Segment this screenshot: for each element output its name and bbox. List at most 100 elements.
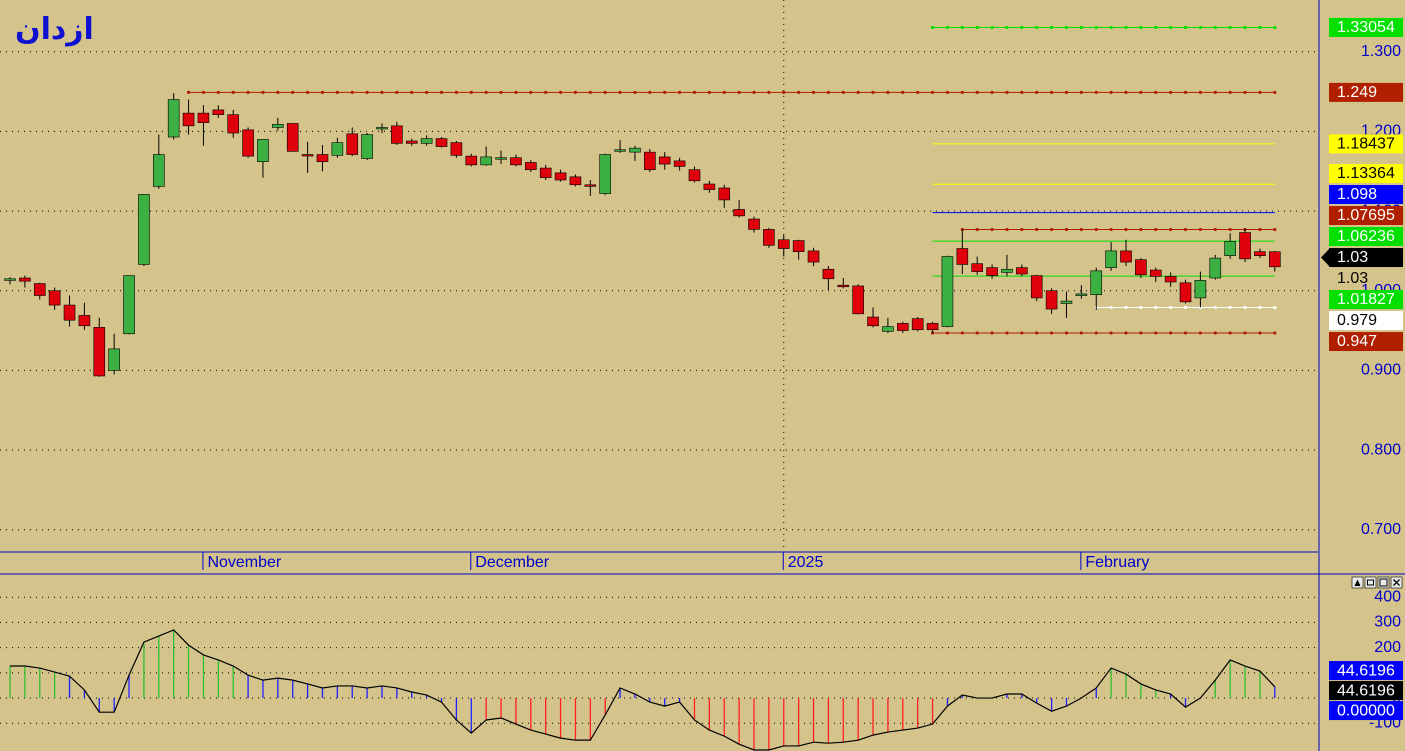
button[interactable] (1377, 576, 1390, 589)
candle-body (1135, 259, 1147, 276)
candle-body (227, 114, 239, 134)
candle-body (1060, 300, 1073, 304)
candle-body (1254, 251, 1266, 256)
button[interactable] (1364, 576, 1377, 589)
y-tick-label: 0.800 (1361, 441, 1401, 458)
candle-body (599, 154, 612, 194)
candle-body (510, 157, 522, 166)
candle-body (450, 142, 463, 156)
candle-body (242, 129, 254, 157)
candle-body (197, 112, 210, 123)
price-label: 1.03 (1337, 270, 1368, 287)
y-tick-label: 400 (1374, 588, 1401, 605)
price-arrow (1321, 248, 1330, 268)
price-label: 1.098 (1337, 186, 1377, 203)
candle-body (272, 123, 284, 128)
candle-body (48, 290, 61, 306)
candle-body (182, 112, 195, 127)
candle-body (1001, 268, 1013, 273)
candle-body (837, 284, 850, 288)
candle-body (956, 248, 969, 265)
y-tick-label: 0.700 (1361, 521, 1401, 538)
y-tick-label: 0.900 (1361, 362, 1401, 379)
candle-body (1224, 241, 1236, 256)
candle-body (212, 109, 225, 116)
osc-line (10, 629, 1276, 751)
candle-body (867, 316, 879, 327)
candle-body (703, 183, 716, 190)
x-tick-label: November (207, 554, 281, 571)
price-box (1329, 227, 1403, 247)
candle-body (123, 275, 135, 335)
button-icon (1379, 578, 1388, 587)
candle-body (1016, 267, 1028, 275)
price-box (1329, 82, 1403, 102)
price-label: 44.6196 (1337, 682, 1395, 699)
candle-body (554, 172, 567, 181)
candle-body (391, 125, 403, 144)
candle-body (153, 154, 165, 187)
y-tick-label: 300 (1374, 614, 1401, 631)
price-box (1329, 661, 1403, 681)
candle-body (93, 327, 106, 377)
candle-body (480, 156, 492, 166)
candle-body (584, 184, 597, 187)
x-tick-label: February (1085, 554, 1149, 571)
candle-body (718, 187, 731, 201)
button-icon (1367, 579, 1374, 586)
price-box (1329, 185, 1403, 205)
candle-body (33, 283, 46, 296)
y-tick-label: 200 (1374, 639, 1401, 656)
candle-body (658, 156, 671, 165)
price-label: 1.13364 (1337, 165, 1395, 182)
candle-body (465, 155, 478, 166)
candle-body (361, 134, 373, 159)
candle-body (1105, 250, 1117, 268)
candle-body (346, 133, 359, 155)
button-icon (1354, 579, 1361, 586)
price-box (1329, 290, 1403, 310)
price-label: 1.18437 (1337, 136, 1395, 153)
candle-body (1090, 270, 1103, 296)
candle-body (986, 267, 998, 276)
price-label: 0.979 (1337, 312, 1377, 329)
candle-body (1209, 257, 1222, 279)
x-tick-label: 2025 (788, 554, 824, 571)
candle-body (301, 154, 314, 157)
candle-body (882, 326, 894, 332)
price-box (1329, 681, 1403, 701)
candle-body (748, 218, 760, 230)
candle-body (644, 151, 656, 170)
price-label: 1.33054 (1337, 19, 1395, 36)
candle-body (1075, 293, 1088, 296)
price-label: 1.06236 (1337, 228, 1395, 245)
y-tick-label: 1.300 (1361, 43, 1401, 60)
candle-body (286, 123, 299, 152)
candle-body (733, 209, 745, 217)
candle-body (777, 239, 790, 249)
price-box (1329, 134, 1403, 154)
price-label: 0.947 (1337, 333, 1377, 350)
candle-body (4, 278, 16, 281)
candle-body (807, 250, 820, 263)
price-box (1329, 311, 1403, 331)
candle-body (539, 167, 552, 178)
price-box (1329, 17, 1403, 37)
candle-body (1045, 290, 1058, 310)
price-label: 1.249 (1337, 84, 1377, 101)
price-box (1329, 206, 1403, 226)
candle-body (971, 263, 984, 272)
candle-body (896, 323, 909, 331)
candle-body (822, 268, 835, 280)
price-label: 1.01827 (1337, 291, 1395, 308)
window-buttons (1351, 576, 1403, 589)
candle-body (852, 285, 864, 315)
candle-body (1149, 269, 1162, 277)
candle-body (435, 138, 448, 147)
button-icon (1393, 579, 1400, 586)
candle-body (316, 154, 329, 162)
candle-body (569, 176, 582, 186)
chart-title: ازدان (15, 13, 94, 46)
